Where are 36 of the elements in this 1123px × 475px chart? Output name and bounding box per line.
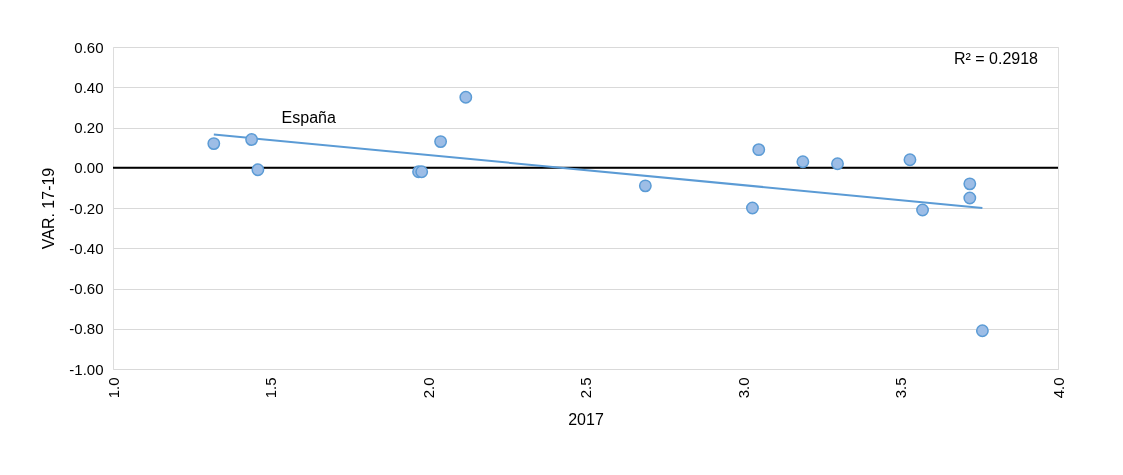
point	[638, 179, 652, 193]
x-tick-label: 4.0	[1049, 377, 1067, 399]
point	[963, 177, 977, 191]
y-tick-label: -0.60	[69, 280, 104, 297]
annotation: R² = 0.2918	[953, 50, 1039, 67]
x-tick-label: 2.0	[419, 377, 437, 399]
y-tick-label: -0.20	[69, 199, 104, 217]
y-tick-label: -0.80	[69, 320, 104, 338]
x-axis-title: 2017	[568, 411, 604, 429]
y-axis-title: VAR. 17-19	[40, 167, 58, 250]
x-tick-label: 3.5	[892, 377, 909, 399]
point	[459, 90, 473, 104]
point	[916, 203, 929, 217]
point	[903, 153, 917, 167]
x-tick-label: 1.5	[262, 377, 279, 399]
y-tick-label: 0.00	[74, 159, 104, 177]
point	[796, 155, 810, 169]
x-tick-label: 2.5	[577, 377, 594, 399]
point	[831, 157, 844, 171]
point	[245, 133, 259, 147]
point	[975, 324, 989, 338]
y-tick-label: -1.00	[69, 360, 104, 378]
x-tick-label: 1.0	[104, 377, 122, 399]
point	[963, 191, 977, 205]
x-tick-label: 3.0	[734, 377, 752, 399]
point	[251, 163, 265, 177]
annotation: España	[281, 108, 336, 126]
y-tick-label: 0.20	[74, 119, 104, 136]
y-tick-label: 0.40	[74, 78, 104, 96]
point	[207, 137, 221, 151]
y-tick-label: 0.60	[74, 38, 104, 56]
y-tick-label: -0.40	[69, 239, 104, 257]
point	[752, 143, 766, 157]
point	[415, 165, 429, 179]
point	[434, 135, 448, 149]
point	[746, 201, 759, 215]
